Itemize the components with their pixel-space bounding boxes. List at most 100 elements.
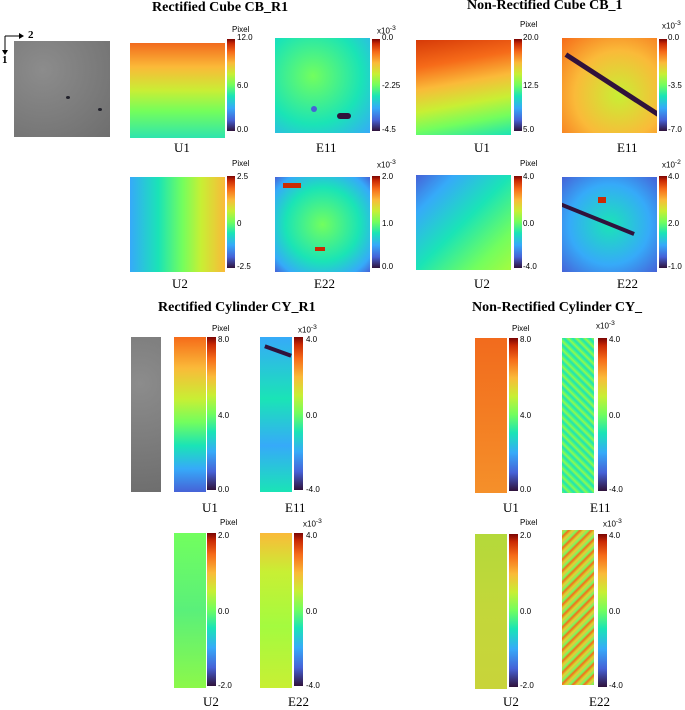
label-e22: E22 [589, 694, 610, 709]
tick: 1.0 [382, 219, 394, 228]
tick: 2.0 [668, 219, 680, 228]
colorbar-e22-cb-1 [659, 176, 667, 268]
e22-map-cy [562, 530, 594, 685]
colorbar-unit: x10-2 [662, 159, 681, 170]
tick: -4.0 [609, 485, 623, 494]
colorbar-u2-cb-r1 [227, 176, 235, 268]
label-e11: E11 [285, 500, 306, 515]
tick: 4.0 [609, 531, 621, 540]
tick: 0.0 [523, 219, 535, 228]
tick: -2.25 [382, 81, 401, 90]
label-u2: U2 [474, 276, 490, 291]
tick: 2.0 [218, 531, 230, 540]
colorbar-unit: x10-3 [662, 20, 681, 31]
tick: 0 [237, 219, 242, 228]
tick: -4.0 [306, 681, 320, 690]
tick: 4.0 [218, 411, 230, 420]
tick: -4.5 [382, 125, 396, 134]
label-e11: E11 [617, 140, 638, 155]
colorbar-e22-cb-r1 [372, 176, 380, 268]
label-e22: E22 [617, 276, 638, 291]
tick: 5.0 [523, 125, 535, 134]
label-u1: U1 [174, 140, 190, 155]
tick: 0.0 [382, 262, 394, 271]
tick: 0.0 [609, 607, 621, 616]
colorbar-unit: x10-3 [298, 324, 317, 335]
colorbar-u2-cy [509, 534, 518, 687]
colorbar-unit: x10-3 [377, 159, 396, 170]
u2-map-cb-r1 [130, 177, 225, 272]
tick: 2.0 [382, 172, 394, 181]
label-e11: E11 [316, 140, 337, 155]
tick: 0.0 [668, 33, 680, 42]
tick: 4.0 [306, 531, 318, 540]
tick: 0.0 [609, 411, 621, 420]
colorbar-e22-cy-r1 [294, 533, 303, 686]
tick: 4.0 [668, 172, 680, 181]
e22-map-cy-r1 [260, 533, 292, 688]
label-u2: U2 [172, 276, 188, 291]
tick: 0.0 [306, 411, 318, 420]
e11-map-cb-1 [562, 38, 657, 133]
cube-specimen-image [14, 41, 110, 137]
e11-map-cy [562, 338, 594, 493]
tick: 12.5 [523, 81, 539, 90]
label-u1: U1 [474, 140, 490, 155]
colorbar-unit: x10-3 [603, 518, 622, 529]
colorbar-u2-cy-r1 [207, 533, 216, 686]
tick: 12.0 [237, 33, 253, 42]
tick: 0.0 [306, 607, 318, 616]
u2-map-cy [475, 534, 507, 689]
tick: 0.0 [382, 33, 394, 42]
label-e22: E22 [288, 694, 309, 709]
title-rectified-cube: Rectified Cube CB_R1 [152, 0, 289, 15]
colorbar-u1-cb-r1 [227, 39, 235, 131]
e11-map-cy-r1 [260, 337, 292, 492]
u1-map-cb-1 [416, 40, 511, 135]
colorbar-u1-cy-r1 [207, 337, 216, 490]
colorbar-unit: Pixel [520, 159, 538, 168]
colorbar-u1-cy [509, 338, 518, 491]
tick: -3.5 [668, 81, 682, 90]
tick: 0.0 [520, 607, 532, 616]
tick: 4.0 [523, 172, 535, 181]
colorbar-e11-cy-r1 [294, 337, 303, 490]
colorbar-unit: x10-3 [596, 320, 615, 331]
axis-1-label: 1 [2, 54, 8, 66]
u1-map-cy-r1 [174, 337, 206, 492]
u1-map-cb-r1 [130, 43, 225, 138]
colorbar-unit: Pixel [512, 324, 530, 333]
colorbar-unit: x10-3 [377, 25, 396, 36]
tick: 4.0 [520, 411, 532, 420]
label-e22: E22 [314, 276, 335, 291]
label-u1: U1 [202, 500, 218, 515]
colorbar-u2-cb-1 [514, 176, 522, 268]
title-nonrectified-cylinder: Non-Rectified Cylinder CY_ [472, 300, 643, 315]
tick: 4.0 [306, 335, 318, 344]
tick: 8.0 [520, 335, 532, 344]
tick: 0.0 [218, 607, 230, 616]
label-u2: U2 [203, 694, 219, 709]
tick: -2.0 [218, 681, 232, 690]
tick: -4.0 [523, 262, 537, 271]
tick: 0.0 [520, 485, 532, 494]
label-u1: U1 [503, 500, 519, 515]
tick: 2.5 [237, 172, 249, 181]
tick: -4.0 [306, 485, 320, 494]
colorbar-e22-cy [598, 534, 607, 687]
tick: 0.0 [237, 125, 249, 134]
tick: 8.0 [218, 335, 230, 344]
colorbar-unit: Pixel [220, 518, 238, 527]
title-rectified-cylinder: Rectified Cylinder CY_R1 [158, 300, 316, 315]
tick: 0.0 [218, 485, 230, 494]
axis-2-label: 2 [28, 29, 34, 41]
tick: -2.5 [237, 262, 251, 271]
u2-map-cb-1 [416, 175, 511, 270]
colorbar-u1-cb-1 [514, 39, 522, 131]
tick: 20.0 [523, 33, 539, 42]
e22-map-cb-1 [562, 177, 657, 272]
colorbar-unit: Pixel [232, 25, 250, 34]
tick: 2.0 [520, 531, 532, 540]
label-u2: U2 [503, 694, 519, 709]
cylinder-specimen-image [131, 337, 161, 492]
